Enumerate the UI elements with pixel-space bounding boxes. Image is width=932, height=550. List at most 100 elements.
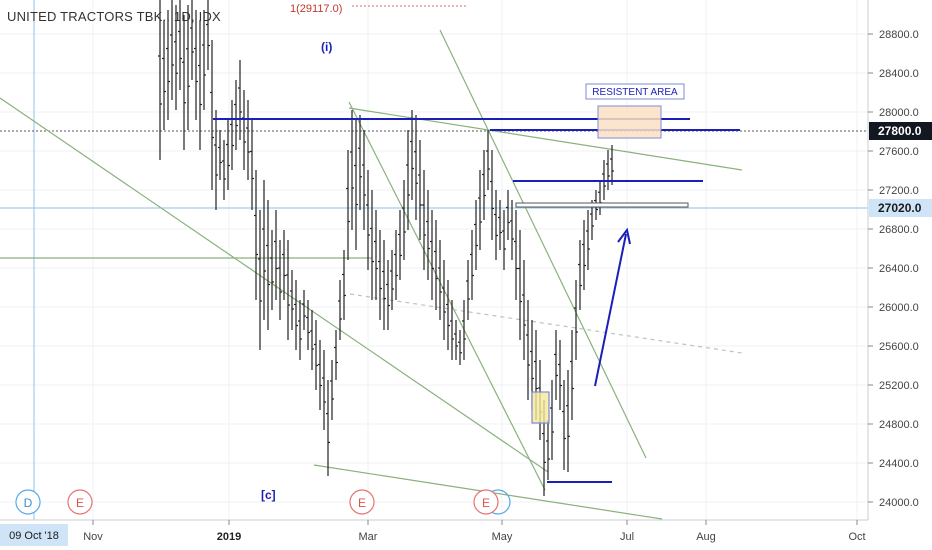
price-badge-last: 27800.0 (869, 122, 932, 140)
ohlc-bar (546, 420, 550, 480)
ohlc-bar (294, 280, 298, 350)
ohlc-bar (182, 15, 186, 150)
ohlc-bar (578, 240, 582, 310)
ohlc-bar (382, 240, 386, 330)
ohlc-bar (302, 290, 306, 330)
ohlc-bar (522, 260, 526, 360)
y-tick-label: 25200.0 (879, 380, 919, 392)
ohlc-bar (250, 120, 254, 210)
ohlc-bar (362, 130, 366, 230)
crosshair-date-label: 09 Oct '18 (9, 530, 59, 542)
x-tick-label: Aug (696, 531, 716, 543)
ohlc-bar (242, 90, 246, 170)
event-marker-e (473, 489, 499, 515)
ohlc-bar (326, 380, 330, 476)
up-arrow[interactable] (594, 227, 631, 387)
ohlc-bar (342, 250, 346, 320)
y-tick-label: 28000.0 (879, 107, 919, 119)
ohlc-bar (414, 115, 418, 220)
ohlc-bar (398, 210, 402, 280)
ohlc-bar (158, 0, 162, 160)
ohlc-bar (206, 0, 210, 70)
ohlc-bar (438, 240, 442, 320)
ohlc-bar (430, 210, 434, 300)
ohlc-bar (470, 230, 474, 300)
y-tick-label: 28400.0 (879, 68, 919, 80)
ohlc-bar (202, 10, 206, 110)
ohlc-bar (478, 170, 482, 250)
ohlc-bar (330, 360, 334, 420)
price-axis[interactable] (868, 0, 932, 520)
ohlc-bar (418, 140, 422, 240)
ohlc-bar (506, 190, 510, 240)
ohlc-bar (510, 200, 514, 260)
ohlc-bar (558, 340, 562, 410)
ohlc-bar (514, 210, 518, 300)
ohlc-bar (270, 230, 274, 310)
ohlc-bar (410, 110, 414, 200)
ohlc-bar (402, 180, 406, 260)
ohlc-bar (426, 190, 430, 280)
low-box[interactable] (531, 391, 550, 424)
ohlc-bar (458, 330, 462, 365)
ohlc-bar (554, 330, 558, 400)
ohlc-bar (278, 240, 282, 320)
top-label: 1(29117.0) (290, 3, 342, 15)
chart-title: UNITED TRACTORS TBK., 1D, IDX (7, 9, 221, 24)
ohlc-bar (582, 220, 586, 290)
event-marker-d-label: D (24, 496, 33, 510)
ohlc-bar (262, 180, 266, 320)
ohlc-bar (450, 300, 454, 360)
time-axis-ticks: Nov 2019 Mar May Jul Aug Oct (83, 520, 866, 543)
ohlc-bar (198, 20, 202, 150)
event-markers[interactable]: D E E E (15, 489, 511, 515)
y-tick-label: 26800.0 (879, 224, 919, 236)
crosshair-date-badge: 09 Oct '18 (0, 524, 68, 546)
ohlc-bar (498, 200, 502, 250)
trendlines[interactable] (0, 29, 743, 520)
ohlc-bar (274, 210, 278, 300)
ohlc-bar (334, 330, 338, 380)
ohlc-bar (238, 60, 242, 140)
ohlc-bar (570, 330, 574, 420)
ohlc-bar (286, 240, 290, 340)
y-tick-label: 26000.0 (879, 302, 919, 314)
ohlc-bar (434, 220, 438, 310)
price-badge-crosshair: 27020.0 (869, 199, 932, 217)
ohlc-bar (258, 210, 262, 350)
trendline-dotted[interactable] (349, 293, 743, 354)
ohlc-bar (222, 140, 226, 200)
ohlc-bar (390, 250, 394, 310)
ohlc-bar (230, 100, 234, 170)
resistance-box[interactable] (597, 105, 662, 139)
level-box-27050[interactable] (515, 202, 689, 208)
ohlc-bar (606, 150, 610, 190)
ohlc-bar (210, 40, 214, 190)
ohlc-bar (214, 110, 218, 210)
ohlc-bar (354, 120, 358, 250)
ohlc-bar (610, 145, 614, 185)
ohlc-bar (486, 130, 490, 190)
ohlc-bar (174, 5, 178, 110)
trendline-steep-1 (348, 101, 546, 491)
ohlc-bar (226, 120, 230, 190)
ohlc-bar (374, 210, 378, 300)
ohlc-bar (178, 0, 182, 90)
ohlc-bar (454, 320, 458, 360)
ohlc-bar (186, 5, 190, 130)
time-axis[interactable] (0, 520, 932, 550)
ohlc-bar (386, 260, 390, 330)
ohlc-bar (442, 260, 446, 340)
ohlc-bar (598, 180, 602, 215)
ohlc-bar (234, 80, 238, 150)
ohlc-bar (162, 20, 166, 130)
ohlc-bar (494, 190, 498, 260)
ohlc-bar (370, 190, 374, 300)
ohlc-bar (566, 370, 570, 472)
ohlc-bar (466, 260, 470, 320)
ohlc-bar (350, 110, 354, 230)
ohlc-bar (190, 0, 194, 80)
ohlc-bar (586, 210, 590, 270)
wave-c-label: [c] (261, 488, 276, 502)
